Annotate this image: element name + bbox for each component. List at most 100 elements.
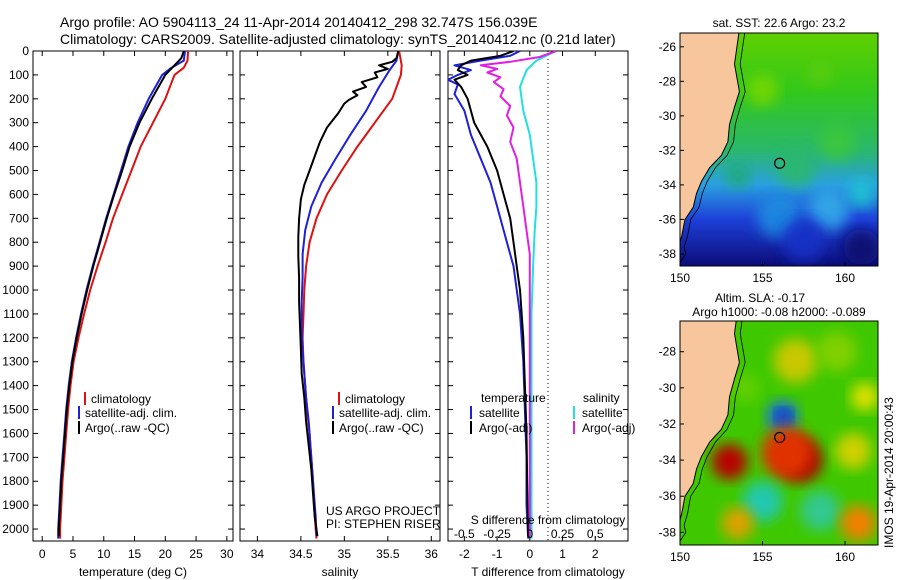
sst-patch [818, 123, 855, 160]
sst-patch [843, 229, 878, 266]
sla-map-title: Altim. SLA: -0.17 [715, 291, 805, 305]
x2-tick-label: 0.5 [587, 527, 604, 541]
sst-map-frame [679, 32, 879, 267]
y-tick-label: 100 [9, 68, 29, 82]
x-tick-label: 34.5 [289, 547, 313, 561]
y-tick-label: 500 [9, 164, 29, 178]
sla-map-panel: Altim. SLA: -0.17 Argo h1000: -0.08 h200… [659, 291, 896, 564]
legend-argo: Argo(..raw -QC) [85, 421, 170, 435]
argo-position-marker [774, 157, 786, 169]
salinity-axes [239, 50, 441, 542]
sst-map-panel: sat. SST: 22.6 Argo: 23.2 150 155 160 -26 -2… [659, 16, 879, 285]
x-tick-label: 0 [39, 547, 46, 561]
series-line-temperature-0 [59, 51, 190, 539]
x-tick-label: 15 [128, 547, 142, 561]
y-tick-label: 0 [22, 44, 29, 58]
sla-patch [800, 490, 841, 531]
x2-tick-label: -0.5 [454, 527, 475, 541]
y-tick-label: 900 [9, 259, 29, 273]
series-line-salinity-1 [300, 51, 400, 537]
x-tick-label: -2 [459, 547, 470, 561]
difference-axes [447, 50, 629, 542]
map-y-tick-label: -34 [659, 453, 677, 467]
legend-salinity-title: salinity [583, 391, 620, 405]
salinity-xlabel: salinity [322, 565, 359, 579]
project-label: US ARGO PROJECT [326, 504, 441, 518]
salinity-panel: 34 34.5 35 35.5 36 salinity climatology sate… [239, 50, 441, 579]
map-x-tick-label: 155 [752, 550, 772, 564]
y-tick-label: 1800 [2, 474, 29, 488]
map-y-tick-label: -34 [659, 178, 677, 192]
series-line-difference-2 [519, 51, 557, 539]
x-tick-label: 1 [559, 547, 566, 561]
x-tick-label: 30 [220, 547, 234, 561]
legend-satellite: satellite-adj. clim. [85, 406, 177, 420]
difference-panel: -2 -1 0 1 2 -0.5 -0.25 0 0.25 0.5 T difference fr… [447, 50, 635, 579]
map-y-tick-label: -28 [659, 345, 677, 359]
figure-subtitle: Climatology: CARS2009. Satellite-adjuste… [60, 31, 616, 47]
y-tick-label: 1400 [2, 379, 29, 393]
x-tick-label: 10 [97, 547, 111, 561]
difference-xlabel: T difference from climatology [471, 565, 625, 579]
map-y-tick-label: -36 [659, 489, 677, 503]
imos-timestamp: IMOS 19-Apr-2014 20:00:43 [882, 397, 896, 548]
sla-patch [761, 426, 814, 479]
map-x-tick-label: 160 [835, 550, 855, 564]
x-tick-label: 35.5 [376, 547, 400, 561]
series-line-difference-1 [453, 51, 530, 537]
y-tick-label: 1300 [2, 355, 29, 369]
argo-position-marker [774, 431, 786, 444]
y-tick-label: 600 [9, 187, 29, 201]
legend-argo: Argo(..raw -QC) [339, 421, 424, 435]
map-y-tick-label: -32 [659, 143, 677, 157]
x-tick-label: 2 [592, 547, 599, 561]
x2-tick-label: -0.25 [483, 527, 511, 541]
x-tick-label: 25 [189, 547, 203, 561]
sst-patch [781, 218, 826, 263]
map-x-tick-label: 150 [670, 550, 690, 564]
sla-patch [850, 382, 878, 411]
x-tick-label: 35 [338, 547, 352, 561]
land-mass [680, 321, 740, 534]
map-y-tick-label: -36 [659, 212, 677, 226]
sla-map-frame [679, 320, 879, 546]
figure-title: Argo profile: AO 5904113_24 11-Apr-2014 … [60, 14, 538, 30]
y-tick-label: 1200 [2, 331, 29, 345]
y-tick-label: 1500 [2, 403, 29, 417]
map-y-tick-label: -38 [659, 525, 677, 539]
legend-t-argo: Argo(-adj) [479, 421, 532, 435]
sla-patch [835, 433, 872, 470]
series-line-salinity-2 [297, 51, 400, 537]
sst-map-title: sat. SST: 22.6 Argo: 23.2 [713, 16, 846, 30]
difference-xlabel-top: S difference from climatology [471, 513, 626, 527]
y-tick-label: 700 [9, 211, 29, 225]
x-tick-label: 34 [251, 547, 265, 561]
x-tick-label: 0 [526, 547, 533, 561]
y-tick-label: 400 [9, 140, 29, 154]
shelf-contour [680, 321, 746, 542]
sla-patch [711, 443, 748, 480]
legend-s-satellite: satellite [582, 406, 623, 420]
y-tick-label: 1700 [2, 450, 29, 464]
pi-label: PI: STEPHEN RISER [326, 517, 441, 531]
legend-t-satellite: satellite [479, 406, 520, 420]
x-tick-label: 5 [70, 547, 77, 561]
y-tick-label: 1000 [2, 283, 29, 297]
map-y-tick-label: -26 [659, 40, 677, 54]
sst-patch [775, 147, 816, 188]
legend-climatology: climatology [91, 392, 151, 406]
shelf-contour [680, 33, 746, 264]
sla-patch [816, 331, 857, 372]
temperature-xlabel: temperature (deg C) [79, 565, 187, 579]
y-tick-label: 1600 [2, 426, 29, 440]
y-tick-label: 200 [9, 92, 29, 106]
map-x-tick-label: 155 [752, 271, 772, 285]
sla-patch [732, 373, 760, 402]
sst-patch [808, 190, 849, 231]
temperature-legend: climatology satellite-adj. clim. Argo(..… [78, 392, 177, 435]
x-tick-label: 36 [425, 547, 439, 561]
legend-climatology: climatology [345, 392, 405, 406]
x-tick-label: 20 [159, 547, 173, 561]
map-y-tick-label: -30 [659, 381, 677, 395]
